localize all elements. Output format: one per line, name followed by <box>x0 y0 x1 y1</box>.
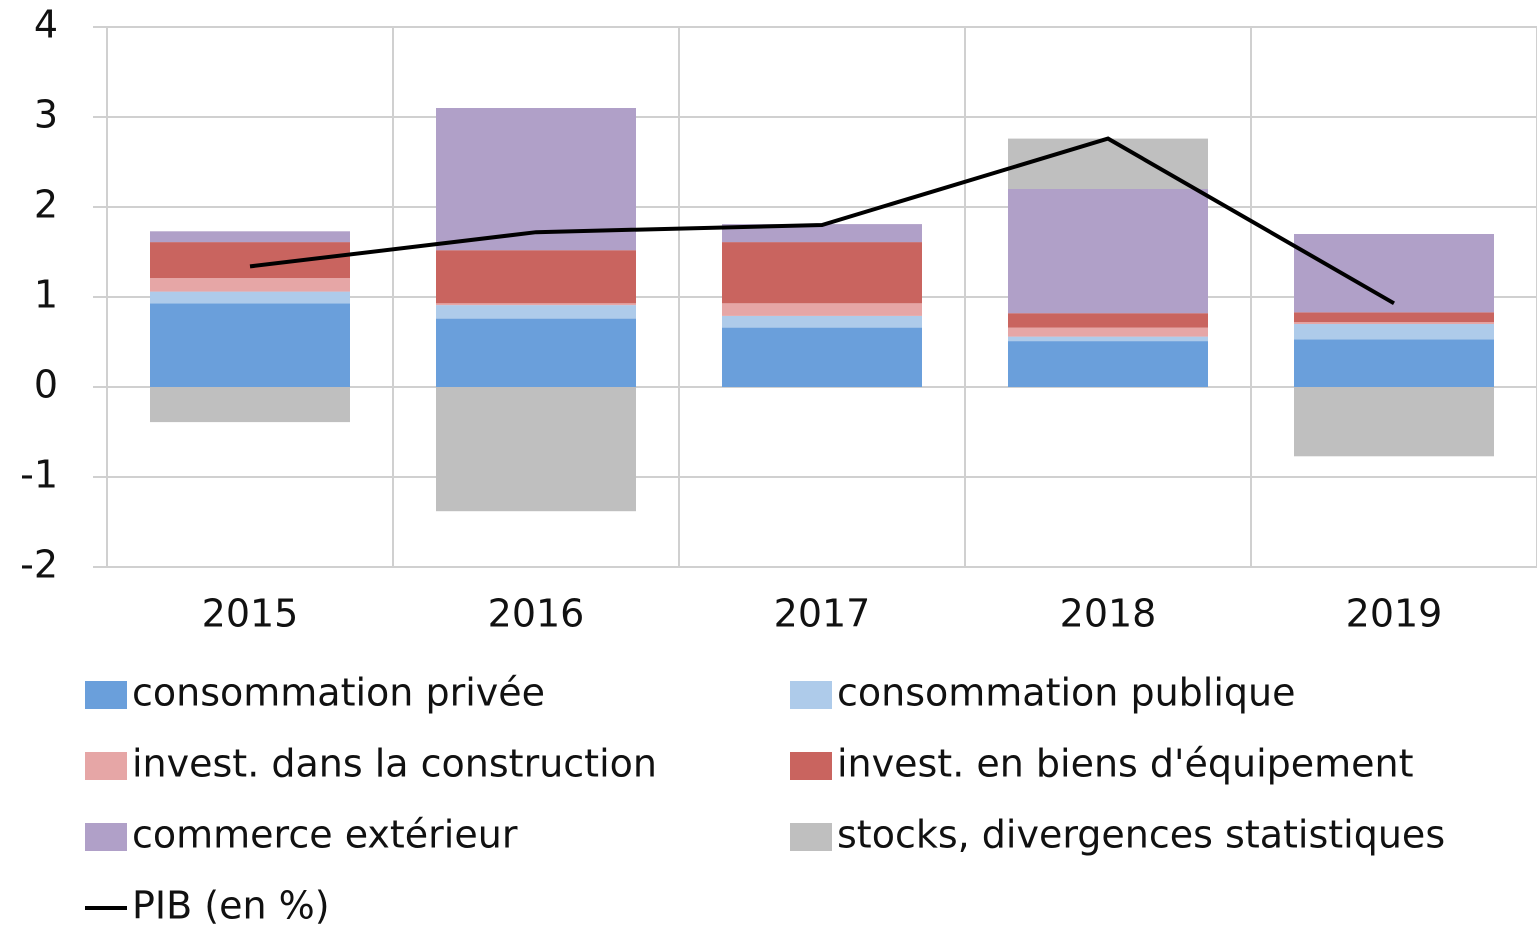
legend-label: invest. en biens d'équipement <box>837 742 1414 786</box>
line-series <box>249 136 1395 306</box>
x-tick-label: 2017 <box>774 592 871 636</box>
bar-segment <box>436 318 636 387</box>
y-tick-label: 4 <box>34 3 58 47</box>
bar-segment <box>1008 327 1208 337</box>
bar-segment <box>436 250 636 304</box>
bar-segment <box>1294 322 1494 324</box>
bar-segment <box>150 291 350 304</box>
y-tick-label: -2 <box>20 543 58 587</box>
legend-swatch <box>85 681 127 709</box>
bar-segment <box>1294 387 1494 457</box>
bar-segment <box>1294 324 1494 340</box>
bar-segment <box>1008 138 1208 189</box>
bar-segment <box>150 278 350 292</box>
bar-segment <box>436 108 636 251</box>
legend-swatch <box>85 752 127 780</box>
bar-segment <box>150 242 350 279</box>
legend-label: PIB (en %) <box>132 884 330 928</box>
bar-segment <box>1294 234 1494 313</box>
bar-segment <box>436 387 636 512</box>
bar-segment <box>150 303 350 387</box>
legend-swatch <box>790 752 832 780</box>
y-tick-label: 1 <box>34 273 58 317</box>
bar-segment <box>722 303 922 316</box>
legend-label: consommation publique <box>837 671 1296 715</box>
bar-segment <box>1008 189 1208 314</box>
bar-segment <box>722 224 922 243</box>
x-tick-label: 2018 <box>1060 592 1157 636</box>
bar-segment <box>1008 336 1208 342</box>
bar-segment <box>722 315 922 328</box>
legend-swatch <box>85 823 127 851</box>
bar-segment <box>436 305 636 319</box>
legend-swatch <box>790 681 832 709</box>
bar-segment <box>150 231 350 243</box>
legend-label: consommation privée <box>132 671 545 715</box>
bar-segment <box>1008 313 1208 328</box>
bar-segment <box>1294 339 1494 387</box>
bar-segment <box>1008 341 1208 387</box>
legend-label: commerce extérieur <box>132 813 518 857</box>
bar-segment <box>722 242 922 304</box>
x-tick-label: 2015 <box>202 592 299 636</box>
y-tick-label: -1 <box>20 453 58 497</box>
y-tick-label: 2 <box>34 183 58 227</box>
bar-segment <box>150 387 350 423</box>
legend-label: stocks, divergences statistiques <box>837 813 1445 857</box>
legend-label: invest. dans la construction <box>132 742 657 786</box>
x-tick-label: 2019 <box>1346 592 1443 636</box>
bar-segment <box>722 327 922 387</box>
legend-swatch <box>790 823 832 851</box>
x-tick-label: 2016 <box>488 592 585 636</box>
bar-segment <box>436 303 636 306</box>
y-tick-label: 3 <box>34 93 58 137</box>
bar-segment <box>1294 312 1494 323</box>
y-tick-label: 0 <box>34 363 58 407</box>
